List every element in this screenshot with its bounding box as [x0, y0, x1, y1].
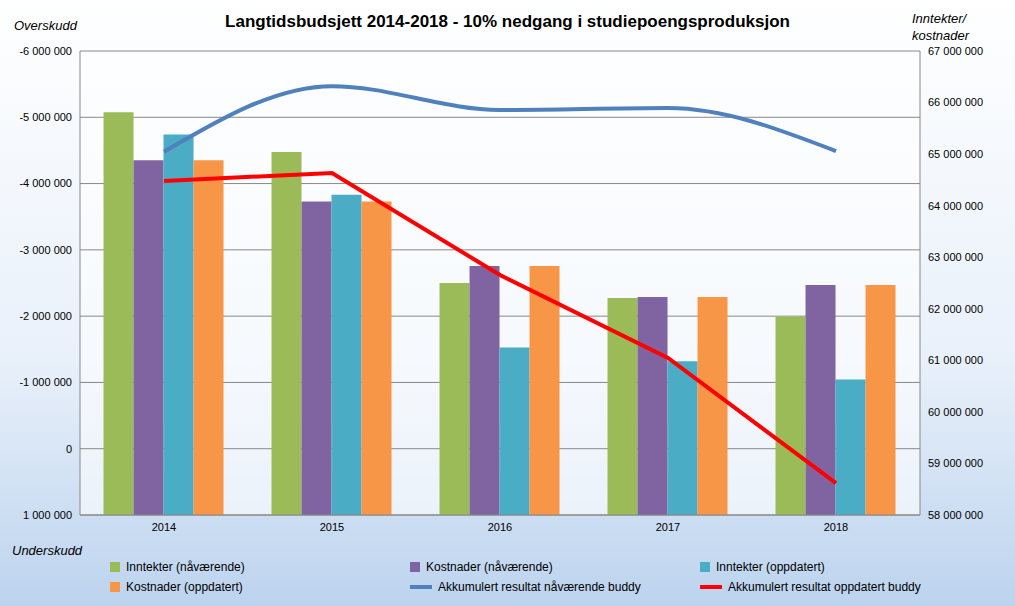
svg-text:1 000 000: 1 000 000: [23, 509, 72, 521]
html-text:Overskudd: Overskudd: [14, 18, 77, 33]
svg-text:0: 0: [66, 443, 72, 455]
html-text:Kostnader (nåværende): Kostnader (nåværende): [426, 560, 553, 574]
svg-text:-3 000 000: -3 000 000: [19, 244, 72, 256]
svg-text:67 000 000: 67 000 000: [928, 45, 983, 57]
svg-text:60 000 000: 60 000 000: [928, 406, 983, 418]
html-text:Akkumulert resultat oppdatert: Akkumulert resultat oppdatert buddy: [728, 580, 921, 594]
svg-text:66 000 000: 66 000 000: [928, 96, 983, 108]
svg-text:2016: 2016: [488, 521, 512, 533]
html-text:Inntekter (nåværende): Inntekter (nåværende): [126, 560, 245, 574]
html-text:Inntekter (oppdatert): Inntekter (oppdatert): [716, 560, 825, 574]
svg-text:65 000 000: 65 000 000: [928, 148, 983, 160]
svg-text:2015: 2015: [320, 521, 344, 533]
html-text:Kostnader (oppdatert): Kostnader (oppdatert): [126, 580, 243, 594]
svg-text:2018: 2018: [824, 521, 848, 533]
svg-text:2017: 2017: [656, 521, 680, 533]
svg-text:64 000 000: 64 000 000: [928, 200, 983, 212]
svg-text:63 000 000: 63 000 000: [928, 251, 983, 263]
svg-text:-6 000 000: -6 000 000: [19, 45, 72, 57]
html-text:Akkumulert resultat nåværende: Akkumulert resultat nåværende buddy: [438, 580, 641, 594]
svg-text:58 000 000: 58 000 000: [928, 509, 983, 521]
svg-text:62 000 000: 62 000 000: [928, 303, 983, 315]
svg-text:-4 000 000: -4 000 000: [19, 177, 72, 189]
svg-text:2014: 2014: [152, 521, 176, 533]
html-text:Inntekter/ kostnader: Inntekter/ kostnader: [912, 11, 970, 43]
svg-text:61 000 000: 61 000 000: [928, 354, 983, 366]
svg-text:-5 000 000: -5 000 000: [19, 111, 72, 123]
svg-text:-1 000 000: -1 000 000: [19, 376, 72, 388]
svg-text:59 000 000: 59 000 000: [928, 457, 983, 469]
html-text:Underskudd: Underskudd: [12, 543, 83, 558]
svg-text:-2 000 000: -2 000 000: [19, 310, 72, 322]
html-text:Langtidsbudsjett 2014-2018 - 1: Langtidsbudsjett 2014-2018 - 10% nedgang…: [225, 12, 790, 31]
